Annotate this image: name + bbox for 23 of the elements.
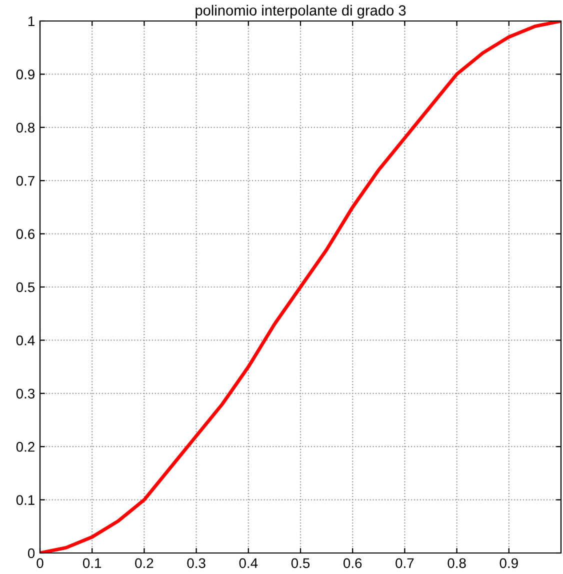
x-tick-label: 0.5	[291, 558, 310, 568]
x-tick-label: 0.8	[448, 558, 466, 568]
x-tick-label: 0.7	[396, 558, 414, 568]
y-tick-label: 0.2	[16, 442, 34, 452]
y-tick-label: 0	[28, 548, 35, 558]
x-tick-label: 0.4	[239, 558, 258, 568]
x-tick-label: 0.9	[500, 558, 518, 568]
chart-title: polinomio interpolante di grado 3	[196, 4, 406, 18]
x-tick-label: 0.1	[82, 558, 102, 568]
x-tick-label: 0.2	[135, 558, 154, 568]
line-series	[40, 21, 561, 553]
x-tick-label: 0.6	[343, 558, 362, 568]
x-tick-label: 0.3	[187, 558, 206, 568]
y-tick-label: 0.9	[16, 70, 34, 80]
y-tick-label: 0.4	[16, 336, 35, 346]
y-tick-label: 0.3	[16, 388, 35, 399]
y-tick-label: 0.7	[16, 176, 34, 186]
y-tick-label: 0.8	[16, 122, 35, 133]
y-tick-label: 0.1	[16, 495, 34, 505]
x-tick-label: 0	[36, 558, 44, 568]
y-tick-label: 0.5	[16, 282, 35, 292]
y-tick-label: 0.6	[16, 229, 35, 239]
y-tick-label: 1	[28, 16, 34, 26]
